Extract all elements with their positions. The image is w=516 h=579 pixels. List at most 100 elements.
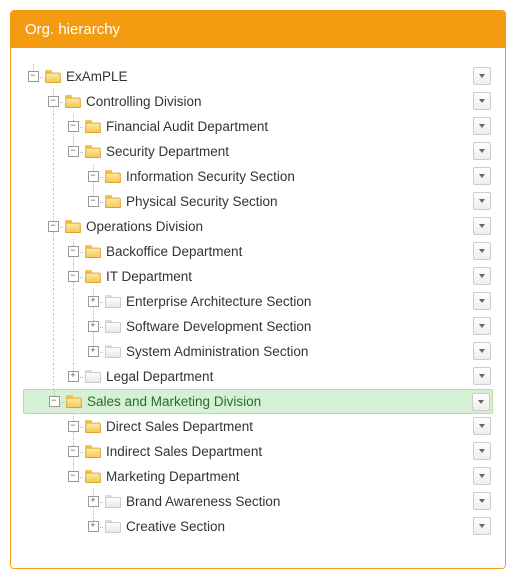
collapse-icon[interactable]: − (48, 96, 59, 107)
tree-node-label: Information Security Section (126, 169, 295, 184)
folder-icon (105, 170, 121, 183)
row-menu-button[interactable] (473, 492, 491, 510)
folder-icon (85, 245, 101, 258)
row-menu-button[interactable] (473, 342, 491, 360)
tree-row[interactable]: − Backoffice Department (23, 239, 493, 264)
tree-row[interactable]: − Sales and Marketing Division (23, 389, 493, 414)
folder-icon (105, 195, 121, 208)
tree-row[interactable]: − Direct Sales Department (23, 414, 493, 439)
row-menu-button[interactable] (473, 517, 491, 535)
tree-indent: + (83, 514, 103, 539)
tree-row[interactable]: +System Administration Section (23, 339, 493, 364)
tree-row[interactable]: −Marketing Department (23, 464, 493, 489)
tree-indent (23, 289, 43, 314)
tree-row[interactable]: +Software Development Section (23, 314, 493, 339)
tree-indent: − (44, 389, 64, 414)
row-menu-button[interactable] (473, 317, 491, 335)
tree-row[interactable]: +Enterprise Architecture Section (23, 289, 493, 314)
expand-icon[interactable]: + (88, 346, 99, 357)
tree-indent (43, 164, 63, 189)
folder-icon (105, 345, 121, 358)
row-menu-button[interactable] (473, 217, 491, 235)
row-menu-button[interactable] (473, 117, 491, 135)
row-menu-button[interactable] (473, 267, 491, 285)
tree-indent (43, 114, 63, 139)
tree-row[interactable]: −ExAmPLE (23, 64, 493, 89)
row-menu-button[interactable] (473, 142, 491, 160)
tree-indent (63, 514, 83, 539)
row-menu-button[interactable] (473, 167, 491, 185)
folder-icon (105, 495, 121, 508)
collapse-icon[interactable]: − (68, 446, 79, 457)
tree-indent: + (83, 289, 103, 314)
collapse-icon[interactable]: − (68, 146, 79, 157)
row-menu-button[interactable] (473, 292, 491, 310)
tree-indent (24, 389, 44, 414)
tree-row[interactable]: +Brand Awareness Section (23, 489, 493, 514)
tree-row[interactable]: −Operations Division (23, 214, 493, 239)
folder-icon (85, 470, 101, 483)
row-menu-button[interactable] (473, 242, 491, 260)
tree-indent (43, 289, 63, 314)
collapse-icon[interactable]: − (68, 271, 79, 282)
tree-indent: − (63, 239, 83, 264)
tree-row[interactable]: −Indirect Sales Department (23, 439, 493, 464)
tree-indent (63, 339, 83, 364)
row-menu-button[interactable] (473, 367, 491, 385)
tree-row[interactable]: − Information Security Section (23, 164, 493, 189)
tree-row[interactable]: + Creative Section (23, 514, 493, 539)
collapse-icon[interactable]: − (28, 71, 39, 82)
collapse-icon[interactable]: − (68, 421, 79, 432)
row-menu-button[interactable] (472, 393, 490, 411)
expand-icon[interactable]: + (88, 321, 99, 332)
tree-node-label: Direct Sales Department (106, 419, 253, 434)
tree-indent (23, 114, 43, 139)
org-tree: −ExAmPLE−Controlling Division−Financial … (23, 64, 493, 539)
tree-row[interactable]: − Physical Security Section (23, 189, 493, 214)
tree-indent (43, 314, 63, 339)
collapse-icon[interactable]: − (49, 396, 60, 407)
tree-node-label: Backoffice Department (106, 244, 242, 259)
collapse-icon[interactable]: − (68, 246, 79, 257)
tree-indent: + (83, 489, 103, 514)
expand-icon[interactable]: + (88, 496, 99, 507)
folder-icon (85, 370, 101, 383)
row-menu-button[interactable] (473, 467, 491, 485)
tree-row[interactable]: +Legal Department (23, 364, 493, 389)
folder-icon (66, 395, 82, 408)
tree-row[interactable]: −Financial Audit Department (23, 114, 493, 139)
collapse-icon[interactable]: − (48, 221, 59, 232)
row-menu-button[interactable] (473, 417, 491, 435)
tree-row[interactable]: −IT Department (23, 264, 493, 289)
folder-icon (45, 70, 61, 83)
expand-icon[interactable]: + (68, 371, 79, 382)
tree-indent (23, 464, 43, 489)
tree-indent (43, 339, 63, 364)
tree-node-label: Creative Section (126, 519, 225, 534)
expand-icon[interactable]: + (88, 521, 99, 532)
tree-indent (23, 89, 43, 114)
tree-indent: − (63, 264, 83, 289)
folder-icon (85, 120, 101, 133)
tree-indent (23, 364, 43, 389)
collapse-icon[interactable]: − (88, 196, 99, 207)
folder-icon (85, 145, 101, 158)
row-menu-button[interactable] (473, 192, 491, 210)
tree-row[interactable]: −Controlling Division (23, 89, 493, 114)
collapse-icon[interactable]: − (88, 171, 99, 182)
expand-icon[interactable]: + (88, 296, 99, 307)
tree-row[interactable]: −Security Department (23, 139, 493, 164)
tree-indent (43, 364, 63, 389)
row-menu-button[interactable] (473, 92, 491, 110)
tree-indent: − (23, 64, 43, 89)
row-menu-button[interactable] (473, 67, 491, 85)
collapse-icon[interactable]: − (68, 121, 79, 132)
tree-indent (43, 264, 63, 289)
tree-indent (63, 164, 83, 189)
collapse-icon[interactable]: − (68, 471, 79, 482)
row-menu-button[interactable] (473, 442, 491, 460)
tree-indent: + (83, 339, 103, 364)
tree-node-label: Sales and Marketing Division (87, 394, 261, 409)
tree-indent: − (43, 89, 63, 114)
tree-node-label: Physical Security Section (126, 194, 278, 209)
